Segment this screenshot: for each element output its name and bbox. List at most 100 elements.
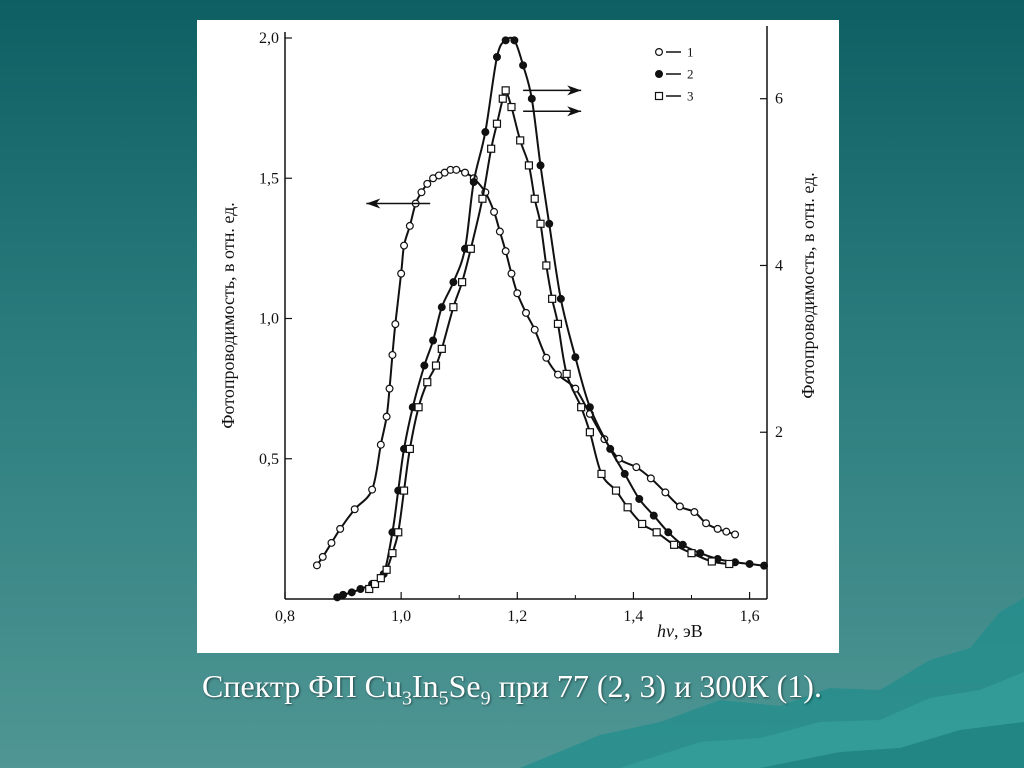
series-1-point <box>461 168 470 177</box>
series-2-point <box>585 403 594 412</box>
series-1-point <box>391 320 400 329</box>
series-1-point <box>731 530 740 539</box>
series-2-point <box>556 294 565 303</box>
series-3-point <box>548 294 557 303</box>
series-1-point <box>646 474 655 483</box>
series-3-point <box>466 244 475 253</box>
series-1-line <box>316 168 736 566</box>
series-3-point <box>405 444 414 454</box>
legend-marker-2 <box>655 69 664 78</box>
series-3-point <box>478 194 487 203</box>
caption-text-2: In <box>411 668 439 704</box>
series-3-point <box>562 369 571 378</box>
series-1-point <box>350 505 359 514</box>
chart-panel: 0,8 1,0 1,2 1,4 1,6 0,5 1,0 1,5 2,0 2 4 6 1 2 3 Фотоп… <box>197 20 839 653</box>
x-axis-title: hν, эВ <box>657 621 703 641</box>
series-1-point <box>661 488 670 497</box>
series-2-point <box>339 590 348 599</box>
series-3-point <box>669 540 679 549</box>
series-3-point <box>542 261 551 270</box>
y-right-tick-label: 4 <box>775 257 783 274</box>
series-3-point <box>652 528 661 537</box>
caption-text-1: Спектр ФП Cu <box>202 668 402 704</box>
series-1-point <box>713 524 722 533</box>
series-1-point <box>388 350 397 359</box>
x-tick-label: 1,0 <box>391 608 411 625</box>
series-1-point <box>312 561 321 570</box>
series-2-point <box>620 469 629 478</box>
series-3-point <box>437 344 446 353</box>
series-1-point <box>690 508 699 517</box>
series-3-point <box>414 403 423 412</box>
series-2-point <box>664 528 673 537</box>
series-2-point <box>510 36 519 45</box>
series-1-point <box>327 538 336 547</box>
series-1-point <box>722 527 731 536</box>
series-2-point <box>745 559 754 568</box>
slide-caption: Спектр ФП Cu3In5Se9 при 77 (2, 3) и 300К… <box>0 668 1024 710</box>
series-2-point <box>606 444 615 453</box>
legend-label-2: 2 <box>687 67 694 82</box>
series-3-point <box>423 378 432 387</box>
x-axis-title-unit: , эВ <box>674 621 703 641</box>
series-3-point <box>687 549 696 558</box>
series-1-point <box>530 325 539 334</box>
caption-subscript-3: 9 <box>480 687 491 710</box>
y-axis-left-title: Фотопроводимость, в отн. ед. <box>218 202 238 428</box>
series-1-point <box>495 227 504 236</box>
series-3-point <box>597 469 606 479</box>
series-3-point <box>449 303 458 312</box>
y-right-tick-label: 2 <box>775 424 783 441</box>
series-1-point <box>507 269 516 278</box>
series-1-point <box>632 463 641 472</box>
series-3-point <box>553 319 563 328</box>
x-tick-label: 1,4 <box>623 608 643 625</box>
series-1-point <box>513 289 522 298</box>
series-2-point <box>527 94 536 103</box>
series-3-point <box>492 119 502 128</box>
series-1-point <box>382 412 391 421</box>
y-axis-right-title: Фотопроводимость, в отн. ед. <box>798 172 818 398</box>
series-1-point <box>452 165 461 174</box>
series-3-point <box>725 559 734 569</box>
x-tick-label: 1,6 <box>740 608 760 625</box>
series-1-point <box>490 207 499 216</box>
y-left-tick-label: 0,5 <box>259 451 279 468</box>
series-3-point <box>536 219 545 228</box>
y-left-tick-label: 1,0 <box>259 311 279 328</box>
series-3-point <box>530 194 539 203</box>
series-1-point <box>385 384 394 393</box>
series-2-point <box>649 511 658 520</box>
x-tick-label: 1,2 <box>507 608 527 625</box>
series-2-point <box>356 584 365 593</box>
series-3-point <box>501 86 510 95</box>
series-3-point <box>577 403 586 412</box>
series-2-point <box>469 178 478 187</box>
series-3-point <box>638 519 647 529</box>
series-2-point <box>437 303 446 312</box>
series-3-point <box>507 102 516 112</box>
series-3-point <box>370 579 380 589</box>
series-3-point <box>376 574 385 583</box>
series-3-point <box>498 94 507 103</box>
x-tick-label: 0,8 <box>275 608 295 625</box>
series-3-point <box>431 361 441 370</box>
series-1-point <box>368 485 377 494</box>
series-3-point <box>394 528 403 537</box>
photoconductivity-chart: 0,8 1,0 1,2 1,4 1,6 0,5 1,0 1,5 2,0 2 4 6 1 2 3 Фотоп… <box>218 26 818 641</box>
series-3-point <box>623 503 632 512</box>
series-1-point <box>522 308 531 317</box>
series-2-point <box>429 336 438 345</box>
series-1-point <box>702 519 711 528</box>
series-3-point <box>458 278 467 287</box>
legend-marker-3 <box>654 91 664 101</box>
series-1-point <box>397 269 406 278</box>
series-3-point <box>516 136 525 145</box>
series-2-point <box>420 361 429 370</box>
arrow-series-1-left-head <box>366 198 381 209</box>
series-1-point <box>405 221 414 230</box>
y-right-tick-label: 6 <box>775 91 783 108</box>
legend-label-1: 1 <box>687 45 694 60</box>
series-3-point <box>524 161 534 170</box>
